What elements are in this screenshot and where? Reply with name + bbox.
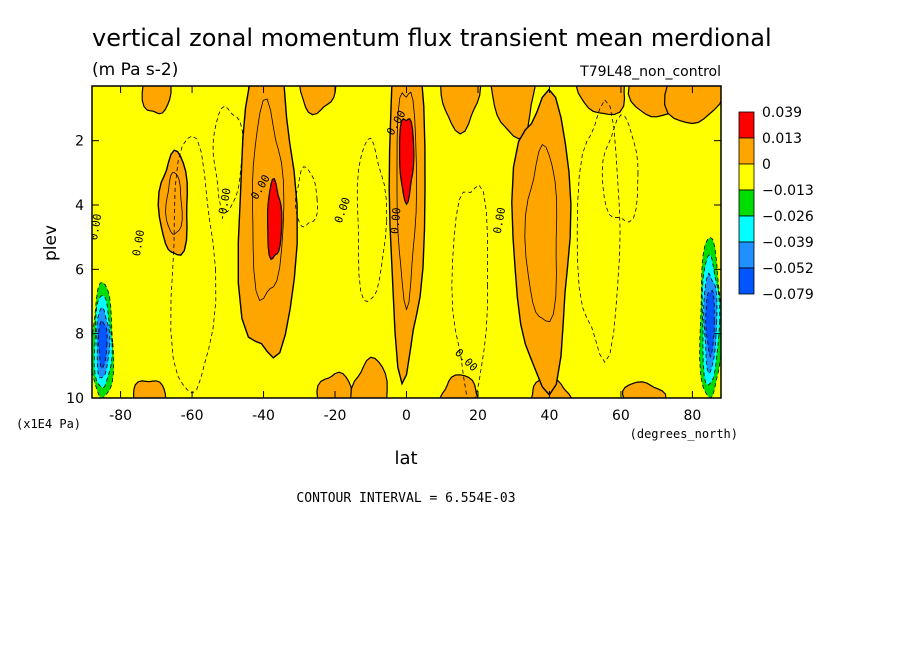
negative-contour (705, 289, 715, 358)
contour-label: -0.00 (215, 187, 234, 222)
legend-swatch (738, 267, 755, 295)
y-tick-label: 4 (75, 198, 84, 214)
dataset-label: T79L48_non_control (579, 64, 721, 80)
contour-line (165, 172, 183, 235)
orange-region (299, 86, 337, 116)
legend-label: 0.013 (762, 131, 802, 147)
x-axis-units: (degrees_north) (630, 427, 738, 441)
contour-line (524, 144, 558, 323)
contour-label: 0.00 (388, 207, 403, 235)
y-axis-units: (x1E4 Pa) (16, 417, 81, 431)
legend-label: −0.013 (762, 183, 814, 199)
legend-label: −0.079 (762, 287, 814, 303)
legend-swatch (738, 111, 755, 139)
legend-label: 0 (762, 157, 771, 173)
legend-swatch (738, 215, 755, 243)
orange-region (439, 374, 479, 398)
x-tick-label: -60 (181, 408, 204, 424)
y-tick-label: 10 (66, 391, 84, 407)
y-tick-label: 2 (75, 134, 84, 150)
orange-region (132, 380, 167, 398)
contour-line (251, 98, 285, 302)
orange-region (663, 86, 721, 125)
negative-contour (601, 114, 639, 223)
red-region (267, 177, 283, 261)
legend-swatch (738, 241, 755, 269)
color-legend: 0.039 0.013 0 −0.013 −0.026 −0.039 −0.052 −0.07… (738, 105, 814, 303)
x-tick-label: 20 (469, 408, 487, 424)
legend-label: −0.052 (762, 261, 814, 277)
negative-contour (97, 319, 108, 370)
negative-region (699, 236, 721, 398)
contour-label: 0.00 (491, 206, 508, 234)
legend-swatch (738, 163, 755, 191)
negative-contour (212, 105, 244, 214)
contour-label: 0.00 (130, 229, 147, 257)
chart-units: (m Pa s-2) (92, 60, 178, 80)
x-tick-label: -80 (109, 408, 132, 424)
legend-label: 0.039 (762, 105, 802, 121)
negative-region (92, 281, 115, 398)
x-tick-label: -40 (252, 408, 275, 424)
negative-contour (576, 99, 621, 363)
orange-region (350, 356, 388, 398)
x-tick-label: 0 (402, 408, 411, 424)
x-tick-label: 80 (683, 408, 701, 424)
orange-region (621, 381, 667, 398)
contour-line (396, 91, 418, 311)
negative-contour (356, 137, 388, 302)
red-region (399, 117, 415, 206)
legend-swatch (738, 137, 755, 165)
chart-title: vertical zonal momentum flux transient m… (92, 24, 772, 52)
y-tick-label: 8 (75, 327, 84, 343)
orange-region (141, 86, 172, 115)
x-axis-label: lat (394, 448, 417, 469)
legend-label: −0.026 (762, 209, 814, 225)
negative-contour (451, 184, 489, 398)
y-axis-label: plev (41, 225, 61, 261)
negative-contour (170, 135, 217, 394)
legend-label: −0.039 (762, 235, 814, 251)
plot-area: 0.00-0.00 0.00 0.000.000.000.00 0.000.00 (92, 86, 721, 398)
x-tick-label: 40 (541, 408, 559, 424)
orange-region (440, 86, 482, 135)
legend-swatch (738, 189, 755, 217)
x-tick-label: 60 (612, 408, 630, 424)
orange-region (237, 86, 298, 359)
negative-contour (295, 166, 319, 228)
orange-region (316, 371, 353, 398)
orange-region (575, 86, 626, 116)
contour-interval-note: CONTOUR INTERVAL = 6.554E-03 (296, 491, 515, 506)
orange-region (511, 88, 572, 396)
y-tick-label: 6 (75, 262, 84, 278)
x-tick-label: -20 (324, 408, 347, 424)
